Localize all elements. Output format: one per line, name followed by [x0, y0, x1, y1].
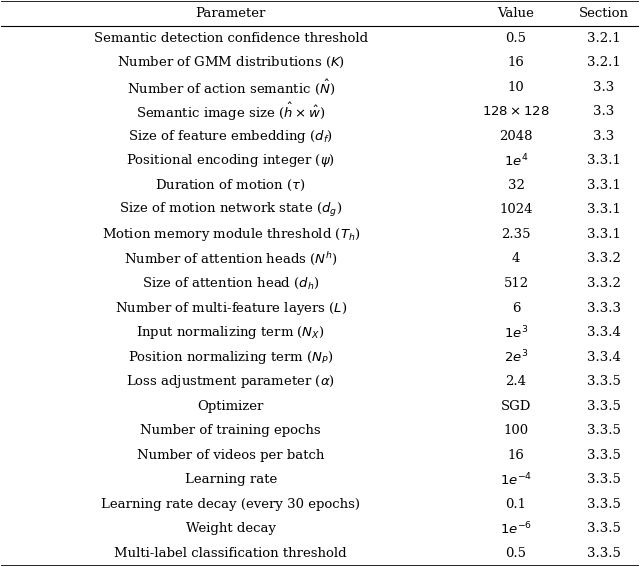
Text: Parameter: Parameter	[196, 7, 266, 20]
Text: Number of action semantic ($\hat{N}$): Number of action semantic ($\hat{N}$)	[127, 78, 335, 97]
Text: Semantic detection confidence threshold: Semantic detection confidence threshold	[93, 32, 368, 45]
Text: $1e^{-6}$: $1e^{-6}$	[500, 521, 532, 537]
Text: 3.3.5: 3.3.5	[587, 498, 621, 511]
Text: 2048: 2048	[499, 130, 532, 143]
Text: Multi-label classification threshold: Multi-label classification threshold	[115, 547, 347, 560]
Text: $1e^{-4}$: $1e^{-4}$	[500, 471, 532, 488]
Text: 512: 512	[504, 277, 529, 290]
Text: $1e^{3}$: $1e^{3}$	[504, 324, 528, 341]
Text: 3.3.5: 3.3.5	[587, 547, 621, 560]
Text: 3.3: 3.3	[593, 130, 614, 143]
Text: 2.4: 2.4	[506, 375, 527, 388]
Text: 100: 100	[504, 424, 529, 437]
Text: 3.3: 3.3	[593, 81, 614, 94]
Text: Section: Section	[579, 7, 628, 20]
Text: Position normalizing term ($N_P$): Position normalizing term ($N_P$)	[128, 349, 333, 366]
Text: 2.35: 2.35	[501, 228, 531, 241]
Text: Number of attention heads ($N^h$): Number of attention heads ($N^h$)	[124, 251, 338, 268]
Text: Duration of motion ($\tau$): Duration of motion ($\tau$)	[156, 178, 306, 193]
Text: Size of motion network state ($d_g$): Size of motion network state ($d_g$)	[119, 201, 342, 219]
Text: 3.2.1: 3.2.1	[587, 56, 620, 69]
Text: Positional encoding integer ($\psi$): Positional encoding integer ($\psi$)	[126, 153, 335, 170]
Text: 3.2.1: 3.2.1	[587, 32, 620, 45]
Text: 10: 10	[508, 81, 524, 94]
Text: Number of GMM distributions ($K$): Number of GMM distributions ($K$)	[116, 55, 345, 70]
Text: 16: 16	[508, 448, 524, 462]
Text: Number of multi-feature layers ($L$): Number of multi-feature layers ($L$)	[115, 299, 347, 316]
Text: 3.3.5: 3.3.5	[587, 522, 621, 535]
Text: 1024: 1024	[499, 204, 532, 217]
Text: Input normalizing term ($N_X$): Input normalizing term ($N_X$)	[136, 324, 325, 341]
Text: Learning rate: Learning rate	[185, 473, 277, 486]
Text: 3.3.5: 3.3.5	[587, 473, 621, 486]
Text: Number of videos per batch: Number of videos per batch	[137, 448, 324, 462]
Text: Size of feature embedding ($d_f$): Size of feature embedding ($d_f$)	[129, 128, 333, 145]
Text: $1e^{4}$: $1e^{4}$	[504, 153, 528, 169]
Text: Weight decay: Weight decay	[186, 522, 276, 535]
Text: 3.3.3: 3.3.3	[587, 302, 621, 315]
Text: $128 \times 128$: $128 \times 128$	[482, 105, 550, 119]
Text: 3.3.5: 3.3.5	[587, 400, 621, 413]
Text: $2e^{3}$: $2e^{3}$	[504, 349, 528, 365]
Text: 3.3.1: 3.3.1	[587, 204, 621, 217]
Text: 3.3.1: 3.3.1	[587, 179, 621, 192]
Text: Number of training epochs: Number of training epochs	[140, 424, 321, 437]
Text: 3.3.1: 3.3.1	[587, 154, 621, 167]
Text: 0.5: 0.5	[506, 32, 527, 45]
Text: 3.3.5: 3.3.5	[587, 448, 621, 462]
Text: Optimizer: Optimizer	[198, 400, 264, 413]
Text: 3.3.2: 3.3.2	[587, 277, 621, 290]
Text: 0.5: 0.5	[506, 547, 527, 560]
Text: Learning rate decay (every 30 epochs): Learning rate decay (every 30 epochs)	[101, 498, 360, 511]
Text: 0.1: 0.1	[506, 498, 527, 511]
Text: Semantic image size ($\hat{h} \times \hat{w}$): Semantic image size ($\hat{h} \times \ha…	[136, 101, 325, 123]
Text: 3.3.4: 3.3.4	[587, 350, 621, 363]
Text: SGD: SGD	[500, 400, 531, 413]
Text: 4: 4	[512, 252, 520, 265]
Text: 3.3.5: 3.3.5	[587, 375, 621, 388]
Text: 3.3.2: 3.3.2	[587, 252, 621, 265]
Text: 16: 16	[508, 56, 524, 69]
Text: Value: Value	[497, 7, 534, 20]
Text: Loss adjustment parameter ($\alpha$): Loss adjustment parameter ($\alpha$)	[126, 373, 335, 390]
Text: 3.3.1: 3.3.1	[587, 228, 621, 241]
Text: 3.3.4: 3.3.4	[587, 326, 621, 339]
Text: Motion memory module threshold ($T_h$): Motion memory module threshold ($T_h$)	[102, 226, 360, 243]
Text: Size of attention head ($d_h$): Size of attention head ($d_h$)	[142, 276, 319, 291]
Text: 32: 32	[508, 179, 524, 192]
Text: 3.3.5: 3.3.5	[587, 424, 621, 437]
Text: 3.3: 3.3	[593, 105, 614, 119]
Text: 6: 6	[512, 302, 520, 315]
